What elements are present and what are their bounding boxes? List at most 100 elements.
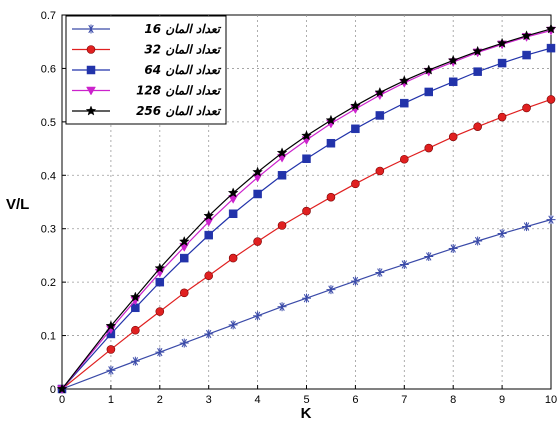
data-point <box>130 356 140 366</box>
data-point <box>497 112 507 122</box>
data-point <box>424 143 434 153</box>
y-tick-label: 0 <box>50 384 56 396</box>
legend-item: 32 تعداد المان <box>72 43 222 57</box>
legend-item: 256 تعداد المان <box>72 104 222 118</box>
y-tick-label: 0.6 <box>41 63 56 75</box>
data-point <box>448 77 458 87</box>
data-point <box>326 192 336 202</box>
x-tick-label: 0 <box>59 394 65 406</box>
legend-label-number: 16 <box>144 22 165 36</box>
series-line <box>61 29 552 390</box>
y-tick-label: 0.3 <box>41 224 56 236</box>
legend-label: 128 تعداد المان <box>136 84 222 98</box>
data-point <box>545 23 557 34</box>
data-point <box>473 67 482 76</box>
series-64 <box>57 43 556 394</box>
x-axis-label: K <box>301 405 312 422</box>
legend-label-text: تعداد المان <box>165 43 221 57</box>
legend-label-text: تعداد المان <box>165 84 221 98</box>
series-256 <box>56 23 557 394</box>
x-tick-label: 10 <box>545 394 557 406</box>
data-point <box>326 138 336 148</box>
data-point <box>154 262 166 273</box>
series-16 <box>57 215 556 394</box>
x-tick-label: 8 <box>450 394 456 406</box>
legend-item: 128 تعداد المان <box>72 84 222 98</box>
data-point <box>204 230 213 240</box>
legend-item: 64 تعداد المان <box>72 63 222 77</box>
x-tick-label: 4 <box>255 394 261 406</box>
data-point <box>399 154 409 164</box>
data-point <box>155 307 165 316</box>
data-point <box>277 171 287 180</box>
data-point <box>375 111 385 120</box>
data-point <box>350 100 361 111</box>
data-point <box>448 243 458 253</box>
data-point <box>302 206 311 216</box>
data-point <box>228 253 238 263</box>
x-tick-label: 9 <box>499 394 505 406</box>
data-point <box>86 86 96 96</box>
data-point <box>56 383 68 394</box>
data-point <box>179 288 189 298</box>
data-point <box>497 58 507 68</box>
data-point <box>473 122 482 131</box>
data-point <box>400 98 409 108</box>
y-axis-label: V/L <box>6 196 29 213</box>
series-line <box>61 98 552 390</box>
data-point <box>375 166 385 176</box>
data-point <box>85 105 97 116</box>
legend-label-number: 256 <box>136 104 165 118</box>
series-32 <box>57 95 556 394</box>
data-point <box>178 236 190 247</box>
legend-label-text: تعداد المان <box>165 22 221 36</box>
data-point <box>204 271 213 281</box>
data-point <box>351 179 360 189</box>
x-tick-label: 2 <box>157 394 163 406</box>
data-point <box>521 30 532 41</box>
data-point <box>86 45 96 54</box>
data-point <box>399 75 410 86</box>
data-point <box>448 132 458 142</box>
data-point <box>203 210 214 221</box>
data-point <box>546 215 556 225</box>
data-point <box>180 253 189 263</box>
legend-label: 32 تعداد المان <box>144 43 221 57</box>
legend-label-number: 32 <box>144 43 165 57</box>
data-point <box>302 154 311 163</box>
x-tick-label: 1 <box>108 394 114 406</box>
data-point <box>179 338 189 348</box>
series-line <box>61 219 552 390</box>
x-tick-label: 5 <box>303 394 309 406</box>
series-line <box>61 28 552 390</box>
data-point <box>522 50 531 60</box>
x-tick-label: 6 <box>352 394 358 406</box>
data-point <box>252 166 263 177</box>
data-point <box>227 187 239 198</box>
data-point <box>86 65 96 75</box>
data-point <box>473 236 483 246</box>
data-point <box>447 54 459 65</box>
data-point <box>253 237 262 246</box>
data-point <box>302 293 311 303</box>
data-point <box>131 325 140 335</box>
data-point <box>375 268 385 278</box>
legend-label-number: 128 <box>136 84 165 98</box>
data-point <box>86 24 96 34</box>
y-tick-label: 0.7 <box>41 10 56 22</box>
data-point <box>106 345 116 354</box>
legend-label: 16 تعداد المان <box>144 22 221 36</box>
data-point <box>472 45 483 56</box>
y-tick-label: 0.2 <box>41 277 56 289</box>
data-point <box>399 260 409 270</box>
data-point <box>522 103 531 113</box>
data-point <box>374 86 386 97</box>
data-point <box>228 209 238 219</box>
data-point <box>253 311 263 321</box>
data-point <box>351 124 360 134</box>
data-point <box>204 329 214 339</box>
legend-label-text: تعداد المان <box>165 104 221 118</box>
legend-item: 16 تعداد المان <box>72 22 222 36</box>
data-point <box>325 114 337 125</box>
